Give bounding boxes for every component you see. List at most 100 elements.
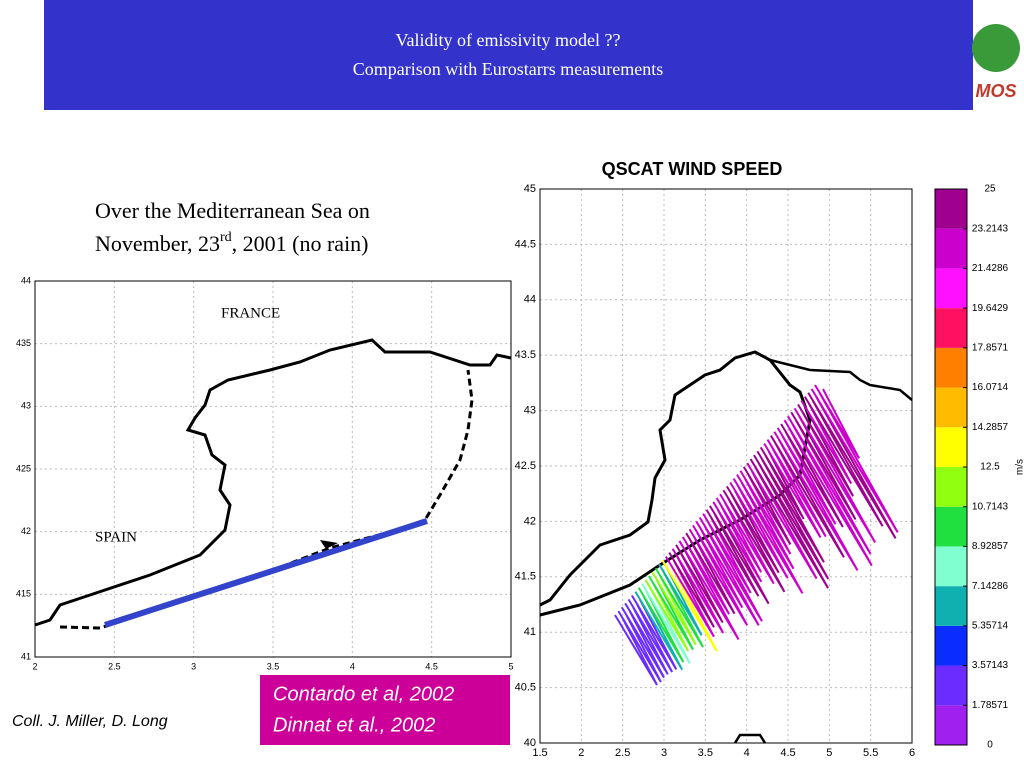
wind-track [753, 454, 830, 580]
x-tick-label: 5 [826, 747, 832, 759]
wind-track [729, 481, 789, 579]
colorbar-tick-label: 7.14286 [972, 581, 1009, 592]
y-tick-label: 44 [524, 294, 536, 306]
wind-track [800, 400, 853, 485]
wind-track [702, 513, 752, 594]
wind-track [739, 470, 792, 555]
credit: Coll. J. Miller, D. Long [12, 713, 168, 730]
x-tick-label: 3 [661, 747, 667, 759]
right-map: 1.5 2 2.5 3 3.5 4 4.5 5 5.5 64040.54141.54242.543… [515, 183, 915, 759]
wind-track [749, 458, 829, 589]
wind-track [807, 392, 897, 539]
colorbar-tick-label: 21.4286 [972, 263, 1009, 274]
wind-track [715, 497, 763, 573]
wind-track [644, 579, 690, 652]
colorbar: 0 1.78571 3.57143 5.35714 7.14286 8.92857 10.7… [934, 184, 1009, 751]
y-tick-label: 41.5 [515, 571, 536, 583]
colorbar-tick-label: 3.57143 [972, 660, 1009, 671]
wind-track [766, 439, 827, 538]
wind-track [712, 501, 763, 583]
colorbar-segment [935, 665, 967, 706]
wind-track [671, 548, 725, 634]
colorbar-tick-label: 0 [987, 740, 993, 751]
header-subtitle: Comparison with Eurostarrs measurements [353, 59, 663, 79]
wind-track [742, 466, 792, 546]
colorbar-tick-label: 19.6429 [972, 303, 1009, 314]
wind-track [624, 602, 669, 675]
coastline [34, 338, 512, 627]
colorbar-tick-label: 10.7143 [972, 501, 1009, 512]
wind-track [641, 583, 691, 664]
wind-track [681, 536, 730, 615]
colorbar-segment [935, 705, 967, 745]
wind-track [814, 384, 860, 459]
wind-track [631, 594, 678, 670]
wind-track [692, 524, 744, 609]
colorbar-segment [935, 308, 967, 348]
wind-track [634, 591, 684, 671]
wind-track [654, 567, 704, 648]
flight-track [104, 518, 428, 628]
x-tick-label: 5.5 [863, 747, 878, 759]
wind-track [698, 517, 763, 622]
x-tick-label: 4 [350, 661, 355, 671]
colorbar-tick-label: 25 [984, 184, 996, 195]
y-tick-label: 44 [21, 275, 31, 285]
colorbar-segment [935, 467, 967, 507]
wind-track [790, 411, 857, 521]
colorbar-tick-label: 16.0714 [972, 382, 1009, 393]
wind-track [770, 435, 845, 558]
colorbar-tick-label: 1.78571 [972, 700, 1009, 711]
wind-track [746, 462, 818, 580]
label-spain: SPAIN [95, 529, 137, 545]
wind-track [787, 415, 872, 555]
wind-track [756, 450, 825, 563]
y-tick-label: 43.5 [515, 349, 536, 361]
wind-track [722, 489, 786, 593]
wind-track [678, 540, 740, 641]
y-tick-label: 41 [524, 626, 536, 638]
x-tick-label: 2 [578, 747, 584, 759]
x-tick-label: 5 [508, 661, 513, 671]
y-tick-label: 41 [21, 651, 31, 661]
wind-track [783, 419, 873, 567]
colorbar-tick-label: 23.2143 [972, 223, 1009, 234]
colorbar-segment [935, 427, 967, 467]
colorbar-segment [935, 625, 967, 666]
label-france: FRANCE [221, 305, 280, 321]
y-tick-label: 45 [524, 183, 536, 195]
wind-track [688, 528, 749, 626]
axes-frame [34, 280, 512, 658]
colorbar-tick-label: 12.5 [980, 462, 1000, 473]
reference-line: Contardo et al, 2002 [273, 683, 454, 705]
colorbar-segment [935, 586, 967, 626]
x-tick-label: 4.5 [425, 661, 438, 671]
colorbar-segment [935, 506, 967, 547]
x-tick-label: 3.5 [698, 747, 713, 759]
x-tick-label: 2 [32, 661, 37, 671]
y-tick-label: 425 [16, 463, 31, 473]
wind-track [793, 407, 877, 544]
colorbar-segment [935, 228, 967, 269]
left-map: FRANCE SPAIN 2 2.5 3 3.5 4 4.5 5 41 415 42 425 43 43… [16, 275, 514, 671]
y-tick-label: 435 [16, 338, 31, 348]
colorbar-tick-label: 8.92857 [972, 541, 1009, 552]
wind-track [637, 587, 685, 663]
wind-track [658, 563, 703, 636]
wind-track [620, 606, 665, 679]
right-map-title: QSCAT WIND SPEED [602, 159, 783, 179]
wind-track [651, 571, 697, 646]
reference-box [260, 675, 510, 745]
x-tick-label: 4.5 [780, 747, 795, 759]
x-tick-label: 2.5 [615, 747, 630, 759]
border [59, 369, 474, 630]
colorbar-segment [935, 189, 967, 229]
wind-track [726, 485, 780, 574]
wind-track [675, 544, 724, 624]
coastline [733, 733, 767, 744]
intro-line: Over the Mediterranean Sea on [95, 198, 370, 223]
wind-track [719, 493, 775, 585]
wind-track [759, 446, 805, 520]
y-tick-label: 42 [524, 515, 536, 527]
x-tick-label: 6 [909, 747, 915, 759]
